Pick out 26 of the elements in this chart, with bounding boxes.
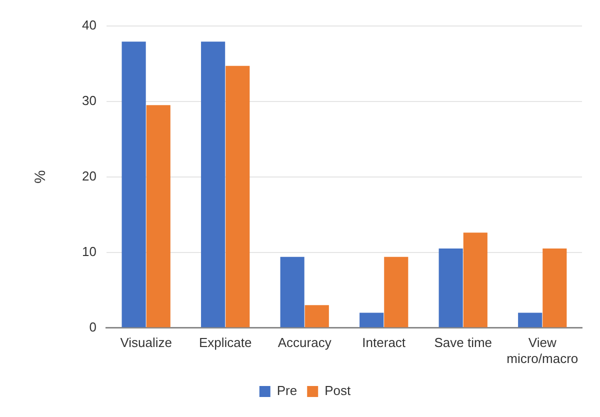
y-tick-label: 0 (89, 319, 96, 334)
x-tick-label: Save time (434, 335, 492, 350)
bar (304, 305, 329, 328)
y-axis-title: % (32, 170, 50, 184)
bar (518, 312, 542, 328)
x-tick-label: Accuracy (278, 335, 332, 350)
x-tick-label: Visualize (120, 335, 172, 350)
bar (201, 42, 226, 328)
y-tick-label: 20 (82, 168, 96, 184)
bar (384, 256, 408, 328)
bar (360, 312, 384, 328)
legend-label: Pre (276, 383, 298, 398)
legend-label: Post (324, 383, 352, 398)
x-tick-label: Interact (362, 335, 406, 350)
x-tick-label: View micro/macro (506, 335, 578, 366)
bar (226, 66, 250, 328)
bar (463, 232, 488, 328)
bar (542, 248, 567, 328)
y-tick-label: 30 (82, 92, 96, 108)
bar (438, 248, 463, 328)
bar (146, 105, 170, 328)
y-tick-label: 10 (82, 244, 96, 259)
y-tick-label: 40 (82, 17, 96, 32)
bar (122, 42, 146, 328)
bar (280, 256, 304, 328)
x-tick-label: Explicate (198, 335, 252, 350)
